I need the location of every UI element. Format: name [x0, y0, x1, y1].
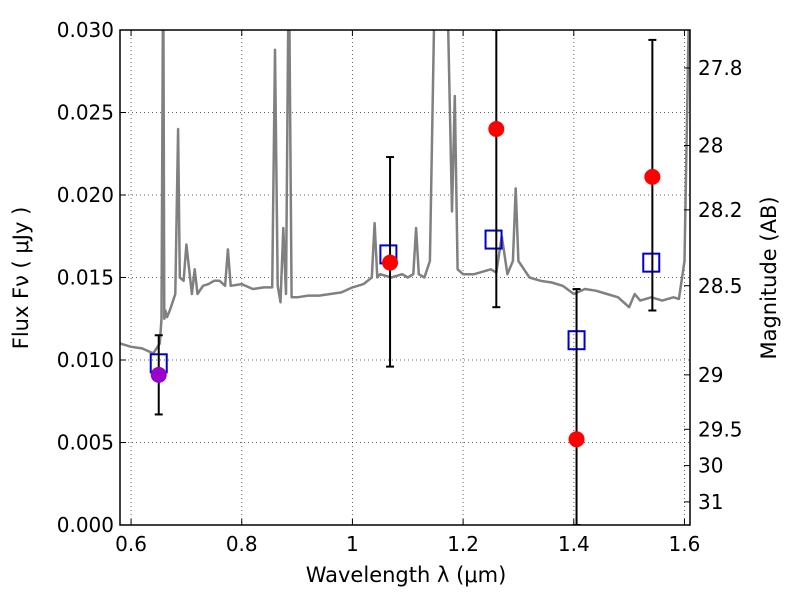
y2-tick-label: 27.8: [698, 56, 743, 80]
red-circle-marker: [382, 254, 399, 271]
y2-tick-label: 28: [698, 134, 723, 158]
red-circle-marker: [488, 121, 505, 137]
x-tick-label: 1.2: [447, 532, 479, 556]
red-circle-marker: [644, 168, 661, 185]
spectrum-clip-group: [120, 30, 690, 355]
data-points-layer: [149, 30, 661, 525]
y-tick-label: 0.025: [57, 101, 114, 125]
spectrum-line-layer: [120, 30, 690, 355]
x-axis-label: Wavelength λ (μm): [306, 563, 507, 587]
x-tick-label: 1.6: [669, 532, 701, 556]
error-bar-group: [492, 30, 501, 309]
y-tick-label: 0.010: [57, 348, 114, 372]
y2-tick-label: 29: [698, 363, 723, 387]
spectrum-line: [120, 30, 690, 355]
y2-tick-label: 28.2: [698, 198, 743, 222]
y-tick-label: 0.015: [57, 266, 114, 290]
x-tick-label: 0.6: [115, 532, 147, 556]
y-tick-label: 0.000: [57, 513, 114, 537]
grid-lines: [120, 29, 690, 526]
x-tick-label: 0.8: [226, 532, 258, 556]
purple-circle-marker: [150, 366, 167, 383]
y2-tick-label: 31: [698, 490, 723, 514]
y-tick-label: 0.020: [57, 183, 114, 207]
y2-tick-label: 28.5: [698, 274, 743, 298]
y-axis-label: Flux Fν ( μJy ): [9, 207, 33, 350]
y2-tick-label: 29.5: [698, 417, 743, 441]
red-circle-marker: [568, 431, 585, 448]
error-bar-group: [572, 288, 581, 525]
y-tick-label: 0.005: [57, 431, 114, 455]
model-square-marker: [484, 229, 503, 250]
model-square-marker: [642, 252, 661, 273]
y-tick-label: 0.030: [57, 18, 114, 42]
x-tick-label: 1.4: [558, 532, 590, 556]
y2-tick-label: 30: [698, 454, 723, 478]
x-tick-label: 1: [346, 532, 359, 556]
y2-axis-label: Magnitude (AB): [757, 196, 781, 359]
tick-marks-layer: 0.6 0.8 1 1.2 1.4 1.6 0.000 0.005 0.010 0.015 0.02…: [57, 18, 743, 556]
